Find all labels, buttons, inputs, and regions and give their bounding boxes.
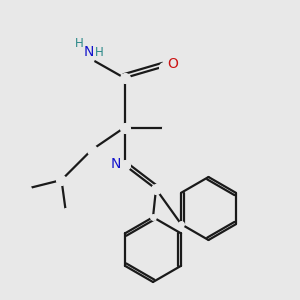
Text: O: O [167,57,178,70]
Text: N: N [110,157,121,170]
Text: H: H [74,37,83,50]
Text: N: N [83,45,94,59]
Text: H: H [94,46,103,59]
